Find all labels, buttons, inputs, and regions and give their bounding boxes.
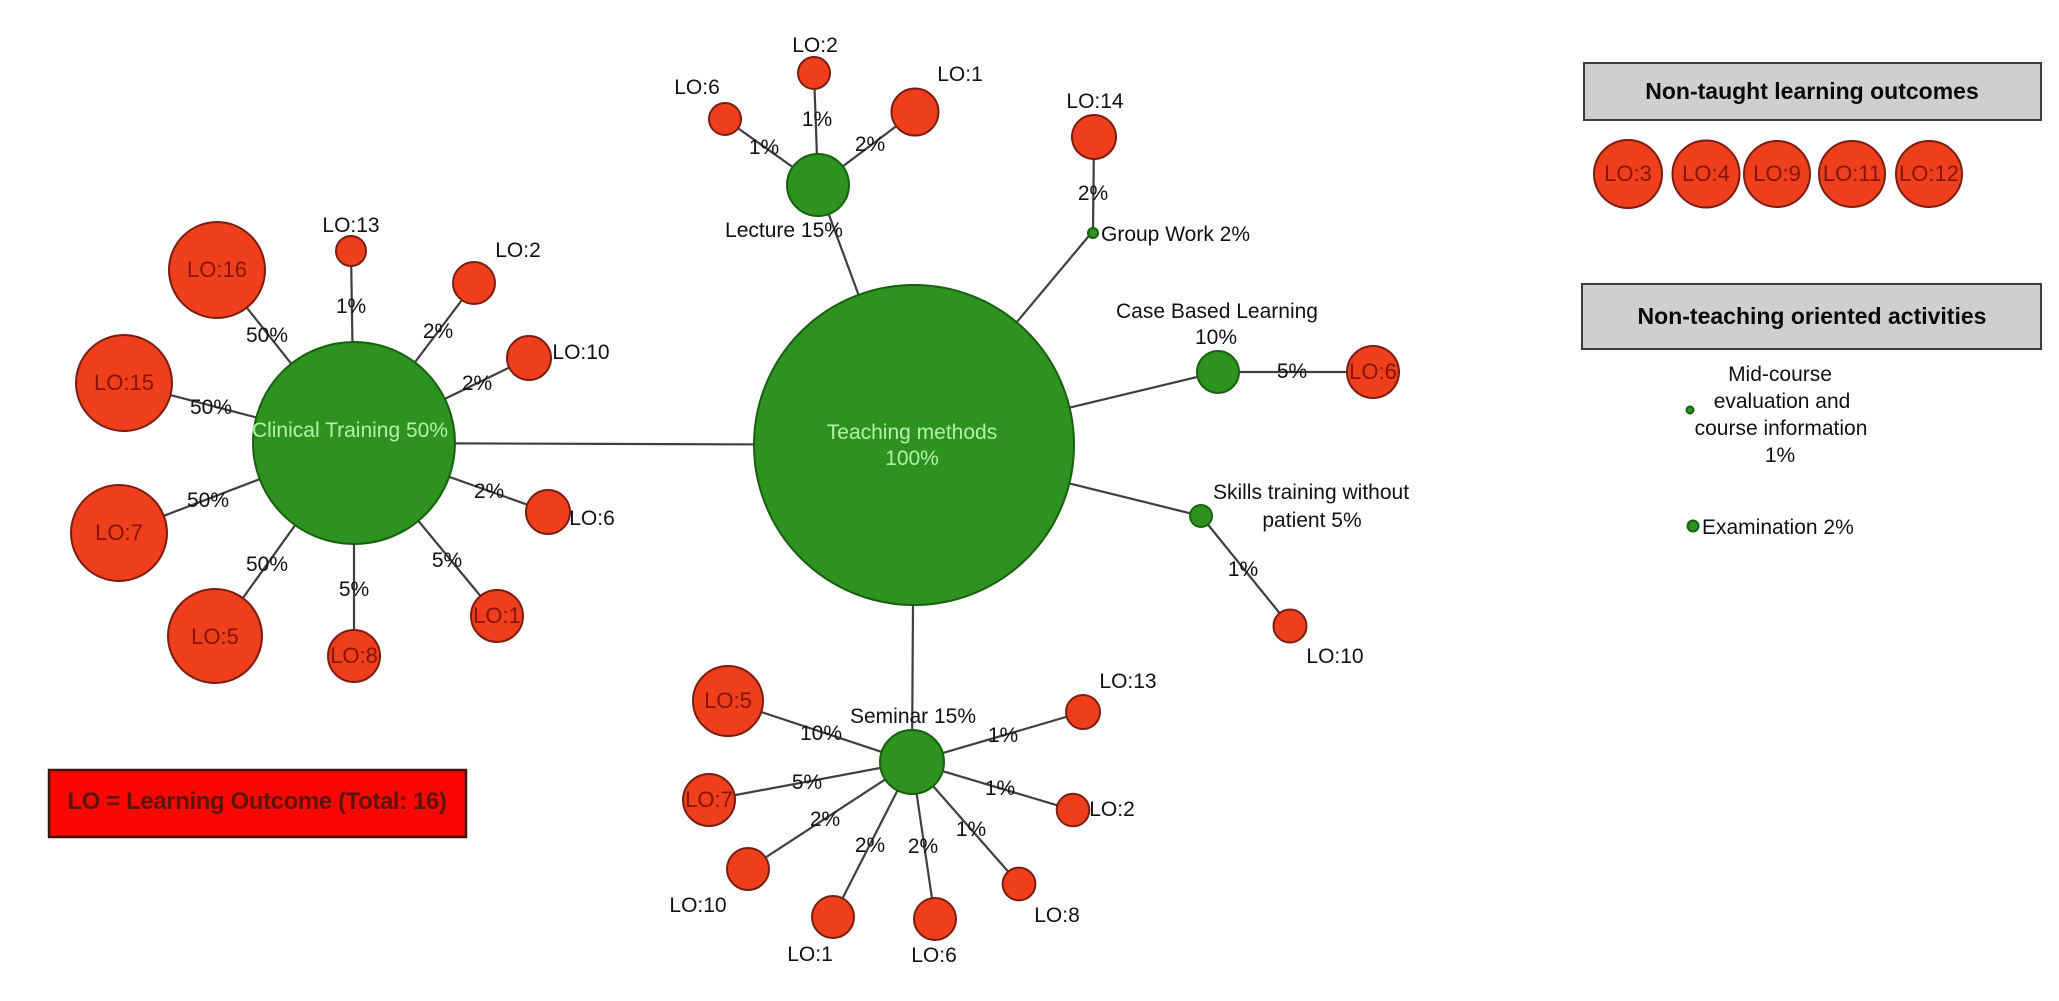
svg-text:5%: 5% (339, 578, 369, 601)
svg-text:10%: 10% (800, 722, 842, 745)
svg-text:Non-taught learning outcomes: Non-taught learning outcomes (1645, 78, 1979, 104)
svg-text:2%: 2% (1078, 182, 1108, 205)
svg-text:evaluation and: evaluation and (1714, 390, 1851, 413)
svg-text:2%: 2% (462, 372, 492, 395)
svg-text:LO:6: LO:6 (674, 76, 720, 99)
svg-text:1%: 1% (1765, 444, 1795, 467)
svg-text:LO:3: LO:3 (1604, 161, 1652, 186)
svg-text:LO:1: LO:1 (473, 603, 521, 628)
svg-text:1%: 1% (956, 818, 986, 841)
svg-text:1%: 1% (749, 136, 779, 159)
svg-text:Mid-course: Mid-course (1728, 363, 1832, 386)
svg-text:100%: 100% (885, 447, 939, 470)
svg-text:50%: 50% (190, 396, 232, 419)
svg-text:LO:14: LO:14 (1066, 90, 1124, 113)
svg-text:LO:13: LO:13 (1099, 670, 1156, 693)
svg-text:50%: 50% (246, 324, 288, 347)
svg-text:5%: 5% (432, 549, 462, 572)
svg-text:2%: 2% (855, 133, 885, 156)
svg-text:Skills training without: Skills training without (1213, 481, 1409, 504)
svg-text:LO:7: LO:7 (685, 787, 733, 812)
svg-text:LO:8: LO:8 (330, 643, 378, 668)
svg-text:LO:1: LO:1 (937, 63, 983, 86)
svg-text:LO:5: LO:5 (191, 624, 239, 649)
svg-text:10%: 10% (1195, 326, 1237, 349)
svg-text:LO:12: LO:12 (1899, 161, 1959, 186)
svg-text:Clinical Training 50%: Clinical Training 50% (252, 419, 448, 442)
svg-text:5%: 5% (1277, 360, 1307, 383)
svg-text:LO:16: LO:16 (187, 257, 247, 282)
svg-text:2%: 2% (423, 320, 453, 343)
svg-text:1%: 1% (336, 295, 366, 318)
svg-text:Group Work 2%: Group Work 2% (1101, 223, 1250, 246)
svg-text:5%: 5% (792, 771, 822, 794)
svg-text:1%: 1% (1228, 558, 1258, 581)
svg-text:LO:4: LO:4 (1682, 161, 1730, 186)
svg-text:1%: 1% (988, 724, 1018, 747)
svg-text:50%: 50% (246, 553, 288, 576)
svg-text:LO:10: LO:10 (1306, 645, 1363, 668)
svg-text:2%: 2% (855, 834, 885, 857)
svg-text:LO:9: LO:9 (1753, 161, 1801, 186)
svg-text:LO:6: LO:6 (1349, 359, 1397, 384)
svg-text:LO:6: LO:6 (569, 507, 615, 530)
svg-text:Non-teaching oriented activiti: Non-teaching oriented activities (1638, 303, 1987, 329)
svg-text:2%: 2% (908, 835, 938, 858)
svg-text:LO:10: LO:10 (552, 341, 609, 364)
svg-text:2%: 2% (474, 480, 504, 503)
svg-text:LO:2: LO:2 (495, 239, 541, 262)
svg-text:LO:2: LO:2 (1089, 798, 1135, 821)
svg-text:2%: 2% (810, 808, 840, 831)
svg-text:patient 5%: patient 5% (1262, 509, 1361, 532)
svg-text:LO:11: LO:11 (1823, 161, 1881, 186)
svg-text:LO = Learning Outcome (Total:: LO = Learning Outcome (Total: 16) (67, 788, 446, 815)
svg-text:LO:7: LO:7 (95, 520, 143, 545)
svg-text:1%: 1% (802, 108, 832, 131)
svg-text:LO:2: LO:2 (792, 34, 838, 57)
svg-text:LO:10: LO:10 (669, 894, 726, 917)
svg-text:Examination 2%: Examination 2% (1702, 516, 1854, 539)
svg-text:LO:13: LO:13 (322, 214, 379, 237)
svg-text:course information: course information (1695, 417, 1868, 440)
svg-text:Lecture 15%: Lecture 15% (725, 219, 843, 242)
svg-text:1%: 1% (985, 777, 1015, 800)
svg-text:Teaching methods: Teaching methods (827, 421, 997, 444)
svg-text:LO:5: LO:5 (704, 688, 752, 713)
svg-text:50%: 50% (187, 489, 229, 512)
svg-text:LO:8: LO:8 (1034, 904, 1080, 927)
svg-text:LO:6: LO:6 (911, 944, 957, 967)
svg-text:Seminar 15%: Seminar 15% (850, 705, 976, 728)
svg-text:LO:1: LO:1 (787, 943, 833, 966)
svg-text:LO:15: LO:15 (94, 370, 154, 395)
svg-text:Case Based Learning: Case Based Learning (1116, 300, 1318, 323)
